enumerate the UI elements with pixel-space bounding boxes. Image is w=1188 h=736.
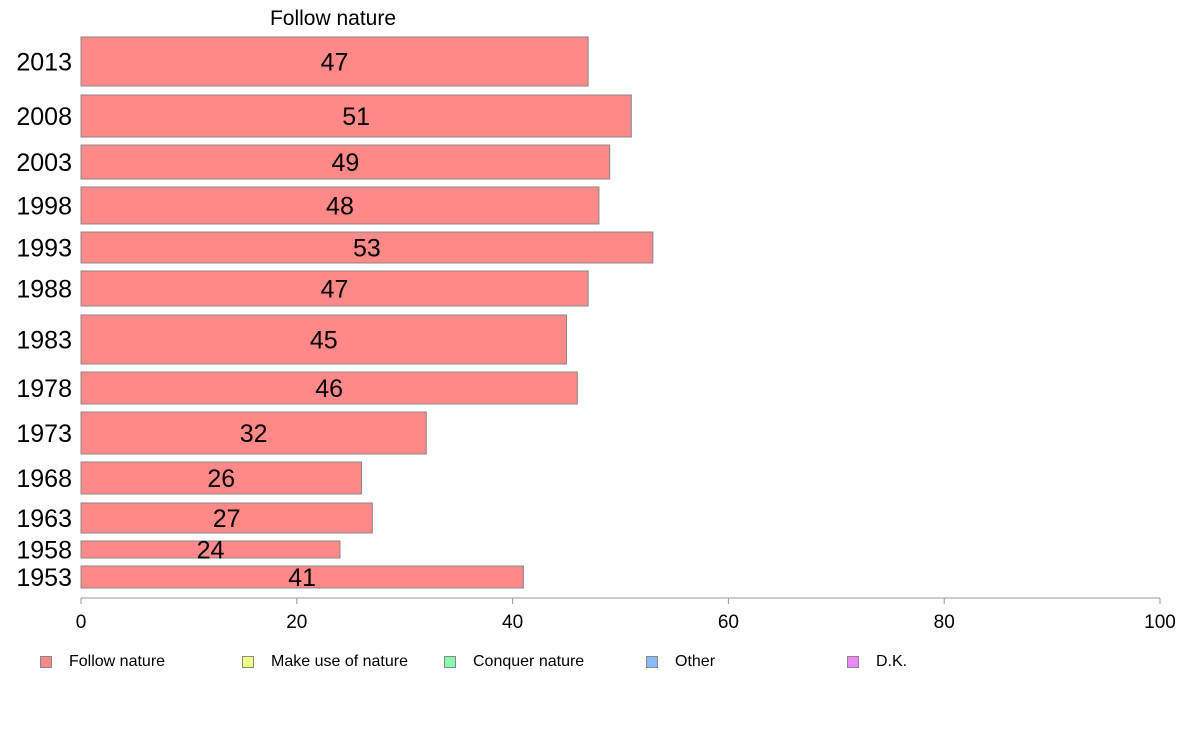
category-label-1963: 1963 <box>16 505 72 533</box>
category-label-2008: 2008 <box>16 103 72 131</box>
data-label-1973: 32 <box>240 420 268 448</box>
bar-1993 <box>80 231 654 264</box>
bar-1953 <box>80 565 524 589</box>
data-label-2008: 51 <box>342 103 370 131</box>
legend-label: Conquer nature <box>473 653 585 670</box>
category-label-1968: 1968 <box>16 465 72 493</box>
bar-1958 <box>80 540 341 559</box>
data-label-1963: 27 <box>213 505 241 533</box>
bar-1968 <box>80 461 363 495</box>
bar-2003 <box>80 144 611 180</box>
data-label-1988: 47 <box>321 276 349 304</box>
category-label-1958: 1958 <box>16 537 72 565</box>
x-tick-label-40: 40 <box>502 612 523 633</box>
data-label-1983: 45 <box>310 327 338 355</box>
legend-swatch <box>242 656 254 668</box>
x-axis: 0 20 40 60 80 100 <box>76 597 1176 633</box>
data-label-1993: 53 <box>353 235 381 263</box>
legend-label: Other <box>675 653 716 670</box>
category-label-2013: 2013 <box>16 49 72 77</box>
data-label-1958: 24 <box>197 537 225 565</box>
legend-swatch <box>40 656 52 668</box>
legend: Follow nature Make use of nature Conquer… <box>0 652 1188 672</box>
legend-item-make-use-of-nature: Make use of nature <box>242 652 408 672</box>
category-label-1998: 1998 <box>16 193 72 221</box>
category-label-1988: 1988 <box>16 276 72 304</box>
bar-1973 <box>80 411 427 455</box>
category-label-1953: 1953 <box>16 564 72 592</box>
legend-item-follow-nature: Follow nature <box>40 652 165 672</box>
category-label-1978: 1978 <box>16 375 72 403</box>
x-tick-label-0: 0 <box>76 612 87 633</box>
bar-1998 <box>80 186 600 225</box>
data-label-1978: 46 <box>315 375 343 403</box>
category-label-1983: 1983 <box>16 327 72 355</box>
data-label-1968: 26 <box>207 465 235 493</box>
bar-1983 <box>80 314 568 365</box>
x-tick-label-100: 100 <box>1144 612 1176 633</box>
bar-group: 47 2013 51 2008 49 2003 48 1998 53 1993 47 1988 45 19… <box>16 36 654 592</box>
category-label-2003: 2003 <box>16 149 72 177</box>
legend-label: Make use of nature <box>271 653 408 670</box>
bar-1978 <box>80 371 578 405</box>
x-tick-label-20: 20 <box>286 612 307 633</box>
data-label-2013: 47 <box>321 49 349 77</box>
data-label-2003: 49 <box>331 149 359 177</box>
legend-swatch <box>646 656 658 668</box>
legend-swatch <box>847 656 859 668</box>
data-label-1953: 41 <box>288 564 316 592</box>
legend-item-conquer-nature: Conquer nature <box>444 652 584 672</box>
category-label-1973: 1973 <box>16 420 72 448</box>
bar-1988 <box>80 270 589 307</box>
legend-item-dk: D.K. <box>847 652 907 672</box>
bar-1963 <box>80 502 373 534</box>
legend-label: Follow nature <box>69 653 166 670</box>
data-label-1998: 48 <box>326 193 354 221</box>
legend-item-other: Other <box>646 652 715 672</box>
category-label-1993: 1993 <box>16 235 72 263</box>
legend-label: D.K. <box>876 653 908 670</box>
bar-2008 <box>80 94 632 138</box>
chart-title: Follow nature <box>270 7 396 30</box>
x-tick-label-80: 80 <box>934 612 955 633</box>
bar-2013 <box>80 36 589 87</box>
legend-swatch <box>444 656 456 668</box>
x-tick-label-60: 60 <box>718 612 739 633</box>
